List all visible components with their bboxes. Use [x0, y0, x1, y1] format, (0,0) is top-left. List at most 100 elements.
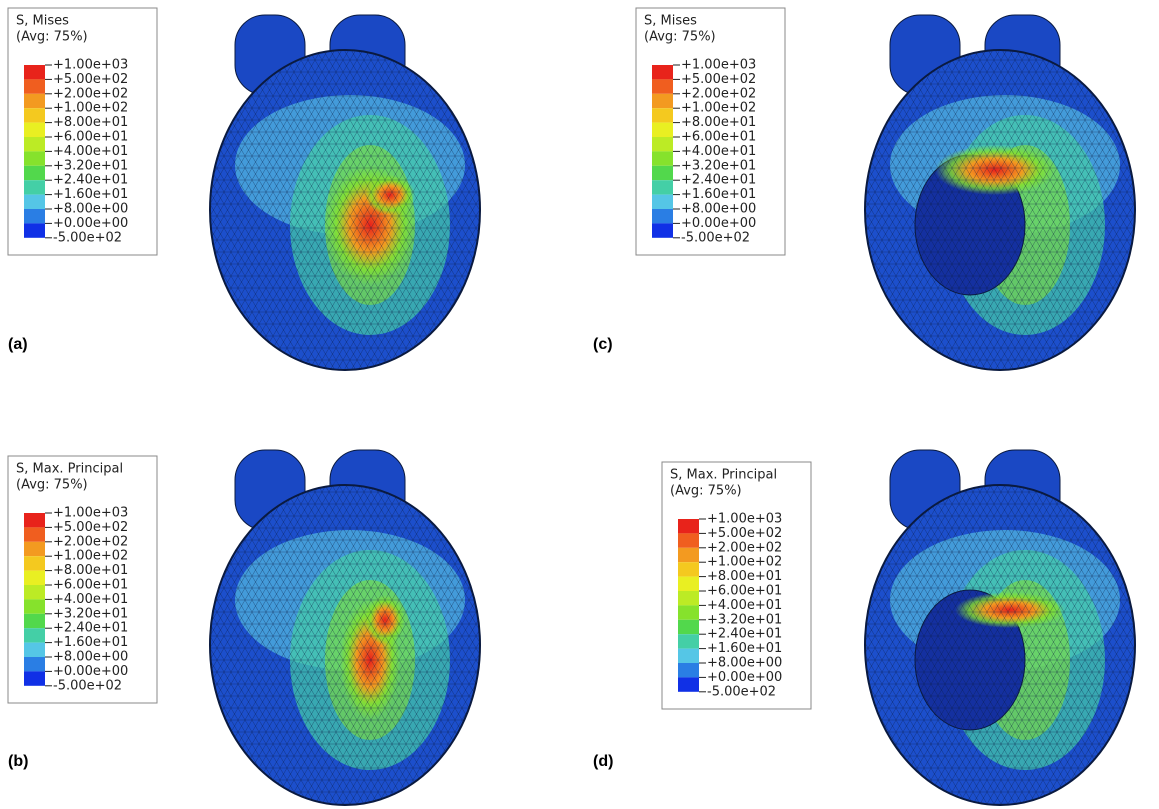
tooth-model — [210, 15, 480, 370]
legend-swatch — [24, 614, 45, 628]
legend-label: +5.00e+02 — [707, 526, 782, 541]
legend-swatch — [24, 571, 45, 585]
legend-label: +3.20e+01 — [707, 612, 782, 627]
legend-swatch — [652, 180, 673, 194]
legend-label: +1.60e+01 — [681, 187, 756, 202]
legend-subtitle: (Avg: 75%) — [644, 30, 716, 45]
legend-swatch — [652, 79, 673, 93]
legend-label: +6.00e+01 — [681, 130, 756, 145]
tooth-model — [865, 450, 1135, 805]
legend-label: +6.00e+01 — [53, 578, 128, 593]
legend-swatch — [24, 657, 45, 671]
legend-swatch — [24, 65, 45, 79]
legend-label: +4.00e+01 — [707, 598, 782, 613]
legend-label: +1.00e+03 — [53, 58, 128, 73]
legend-swatch — [652, 209, 673, 223]
legend-label: +5.00e+02 — [53, 520, 128, 535]
legend-swatch — [652, 94, 673, 108]
legend-label: +1.00e+03 — [681, 58, 756, 73]
legend-swatch — [24, 195, 45, 209]
legend-swatch — [678, 533, 699, 547]
legend-subtitle: (Avg: 75%) — [16, 30, 88, 45]
legend-swatch — [24, 94, 45, 108]
legend-label: +1.60e+01 — [53, 187, 128, 202]
legend-label: +1.00e+03 — [707, 512, 782, 527]
mesh — [210, 50, 480, 370]
figure: S, Mises(Avg: 75%)+1.00e+03+5.00e+02+2.0… — [0, 0, 1159, 809]
legend-subtitle: (Avg: 75%) — [16, 478, 88, 493]
legend-swatch — [24, 556, 45, 570]
legend-swatch — [652, 137, 673, 151]
legend-swatch — [24, 180, 45, 194]
legend-label: -5.00e+02 — [53, 230, 122, 245]
legend-label: +0.00e+00 — [53, 664, 128, 679]
legend-label: +0.00e+00 — [53, 216, 128, 231]
panel: S, Mises(Avg: 75%)+1.00e+03+5.00e+02+2.0… — [8, 8, 480, 370]
legend-label: +8.00e+01 — [53, 115, 128, 130]
panel-label: (a) — [8, 336, 28, 353]
panel-label: (c) — [593, 336, 613, 353]
legend-swatch — [24, 137, 45, 151]
legend-swatch — [678, 562, 699, 576]
panel-label: (b) — [8, 753, 28, 770]
legend-label: +6.00e+01 — [53, 130, 128, 145]
legend-swatch — [652, 65, 673, 79]
legend-label: +8.00e+01 — [681, 115, 756, 130]
legend-subtitle: (Avg: 75%) — [670, 484, 742, 499]
legend-label: +0.00e+00 — [707, 670, 782, 685]
mesh — [865, 50, 1135, 370]
legend-label: -5.00e+02 — [707, 684, 776, 699]
legend-label: +2.00e+02 — [681, 86, 756, 101]
legend-swatch — [678, 634, 699, 648]
legend-swatch — [24, 166, 45, 180]
legend-swatch — [24, 151, 45, 165]
legend-label: +1.00e+02 — [681, 101, 756, 116]
legend-label: +8.00e+00 — [53, 650, 128, 665]
legend-swatch — [24, 527, 45, 541]
panel: S, Max. Principal(Avg: 75%)+1.00e+03+5.0… — [8, 450, 480, 805]
legend-label: +8.00e+01 — [707, 569, 782, 584]
legend-swatch — [678, 591, 699, 605]
legend-swatch — [24, 108, 45, 122]
legend-swatch — [24, 209, 45, 223]
legend-swatch — [652, 223, 673, 237]
legend-label: +3.20e+01 — [53, 158, 128, 173]
legend-label: +6.00e+01 — [707, 584, 782, 599]
legend-swatch — [24, 671, 45, 685]
legend-label: +4.00e+01 — [53, 144, 128, 159]
legend-swatch — [24, 585, 45, 599]
legend-swatch — [652, 123, 673, 137]
legend-label: +0.00e+00 — [681, 216, 756, 231]
legend-label: +8.00e+00 — [53, 202, 128, 217]
legend-label: +8.00e+01 — [53, 563, 128, 578]
legend-label: +2.40e+01 — [707, 627, 782, 642]
legend-title: S, Mises — [16, 14, 69, 29]
legend-swatch — [652, 108, 673, 122]
legend-swatch — [678, 620, 699, 634]
mesh — [210, 485, 480, 805]
legend-swatch — [24, 643, 45, 657]
legend-label: +8.00e+00 — [681, 202, 756, 217]
legend-swatch — [24, 123, 45, 137]
legend-swatch — [24, 79, 45, 93]
legend-swatch — [678, 663, 699, 677]
legend-label: +5.00e+02 — [53, 72, 128, 87]
legend-label: +2.40e+01 — [53, 621, 128, 636]
tooth-model — [865, 15, 1135, 370]
legend-label: +2.00e+02 — [707, 540, 782, 555]
legend-swatch — [678, 577, 699, 591]
legend-swatch — [24, 542, 45, 556]
legend-label: +1.60e+01 — [53, 635, 128, 650]
legend-swatch — [678, 677, 699, 691]
legend-label: +1.60e+01 — [707, 641, 782, 656]
legend-swatch — [24, 513, 45, 527]
legend-label: +2.40e+01 — [681, 173, 756, 188]
legend-label: +1.00e+02 — [53, 549, 128, 564]
legend-label: +3.20e+01 — [53, 606, 128, 621]
panel-label: (d) — [593, 753, 613, 770]
legend-label: +8.00e+00 — [707, 656, 782, 671]
mesh — [865, 485, 1135, 805]
legend-swatch — [678, 649, 699, 663]
legend-label: +3.20e+01 — [681, 158, 756, 173]
legend-label: +1.00e+03 — [53, 506, 128, 521]
